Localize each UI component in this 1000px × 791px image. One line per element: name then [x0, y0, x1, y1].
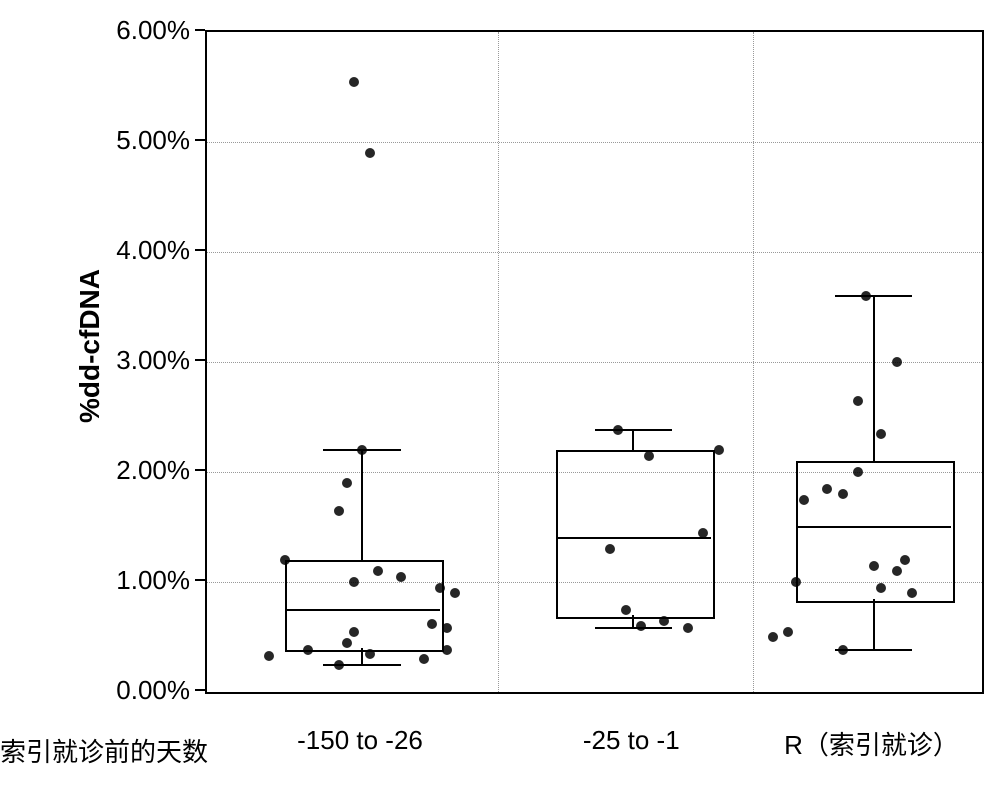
y-tick [195, 579, 205, 581]
box [285, 560, 444, 652]
data-point [396, 572, 406, 582]
data-point [853, 467, 863, 477]
whisker-line [632, 430, 634, 450]
x-axis-label: 索引就诊前的天数 [0, 732, 208, 769]
data-point [853, 396, 863, 406]
data-point [442, 623, 452, 633]
whisker-line [873, 296, 875, 461]
data-point [714, 445, 724, 455]
data-point [427, 619, 437, 629]
grid-line-v [498, 32, 499, 692]
plot-area [205, 30, 984, 694]
grid-line-h [207, 252, 982, 253]
data-point [442, 645, 452, 655]
whisker-line [873, 599, 875, 651]
data-point [419, 654, 429, 664]
x-tick-label: R（索引就诊） [762, 725, 982, 762]
y-tick-label: 1.00% [95, 565, 190, 596]
data-point [683, 623, 693, 633]
data-point [822, 484, 832, 494]
x-tick-label: -25 to -1 [521, 725, 741, 756]
median-line [285, 609, 440, 611]
median-line [556, 537, 711, 539]
grid-line-h [207, 142, 982, 143]
data-point [342, 478, 352, 488]
data-point [838, 645, 848, 655]
whisker-line [361, 450, 363, 560]
y-tick [195, 139, 205, 141]
data-point [303, 645, 313, 655]
data-point [435, 583, 445, 593]
y-tick-label: 6.00% [95, 15, 190, 46]
boxplot-figure: %dd-cfDNA 索引就诊前的天数 0.00%1.00%2.00%3.00%4… [0, 0, 1000, 791]
data-point [621, 605, 631, 615]
y-tick-label: 2.00% [95, 455, 190, 486]
data-point [869, 561, 879, 571]
data-point [698, 528, 708, 538]
data-point [334, 506, 344, 516]
box [556, 450, 715, 619]
data-point [373, 566, 383, 576]
data-point [791, 577, 801, 587]
x-tick-label: -150 to -26 [250, 725, 470, 756]
data-point [365, 148, 375, 158]
y-tick-label: 4.00% [95, 235, 190, 266]
data-point [900, 555, 910, 565]
data-point [876, 429, 886, 439]
median-line [796, 526, 951, 528]
whisker-cap [835, 295, 913, 297]
data-point [349, 627, 359, 637]
y-tick [195, 469, 205, 471]
y-tick-label: 5.00% [95, 125, 190, 156]
data-point [264, 651, 274, 661]
data-point [876, 583, 886, 593]
data-point [892, 357, 902, 367]
y-tick [195, 29, 205, 31]
data-point [768, 632, 778, 642]
data-point [892, 566, 902, 576]
data-point [334, 660, 344, 670]
y-tick [195, 249, 205, 251]
whisker-cap [595, 429, 673, 431]
data-point [659, 616, 669, 626]
whisker-cap [595, 627, 673, 629]
data-point [783, 627, 793, 637]
grid-line-v [753, 32, 754, 692]
data-point [861, 291, 871, 301]
y-tick [195, 689, 205, 691]
data-point [799, 495, 809, 505]
grid-line-h [207, 362, 982, 363]
data-point [349, 77, 359, 87]
box [796, 461, 955, 603]
data-point [450, 588, 460, 598]
data-point [636, 621, 646, 631]
data-point [644, 451, 654, 461]
y-tick-label: 0.00% [95, 675, 190, 706]
data-point [357, 445, 367, 455]
data-point [365, 649, 375, 659]
data-point [605, 544, 615, 554]
y-tick-label: 3.00% [95, 345, 190, 376]
data-point [280, 555, 290, 565]
data-point [342, 638, 352, 648]
data-point [838, 489, 848, 499]
y-tick [195, 359, 205, 361]
data-point [613, 425, 623, 435]
